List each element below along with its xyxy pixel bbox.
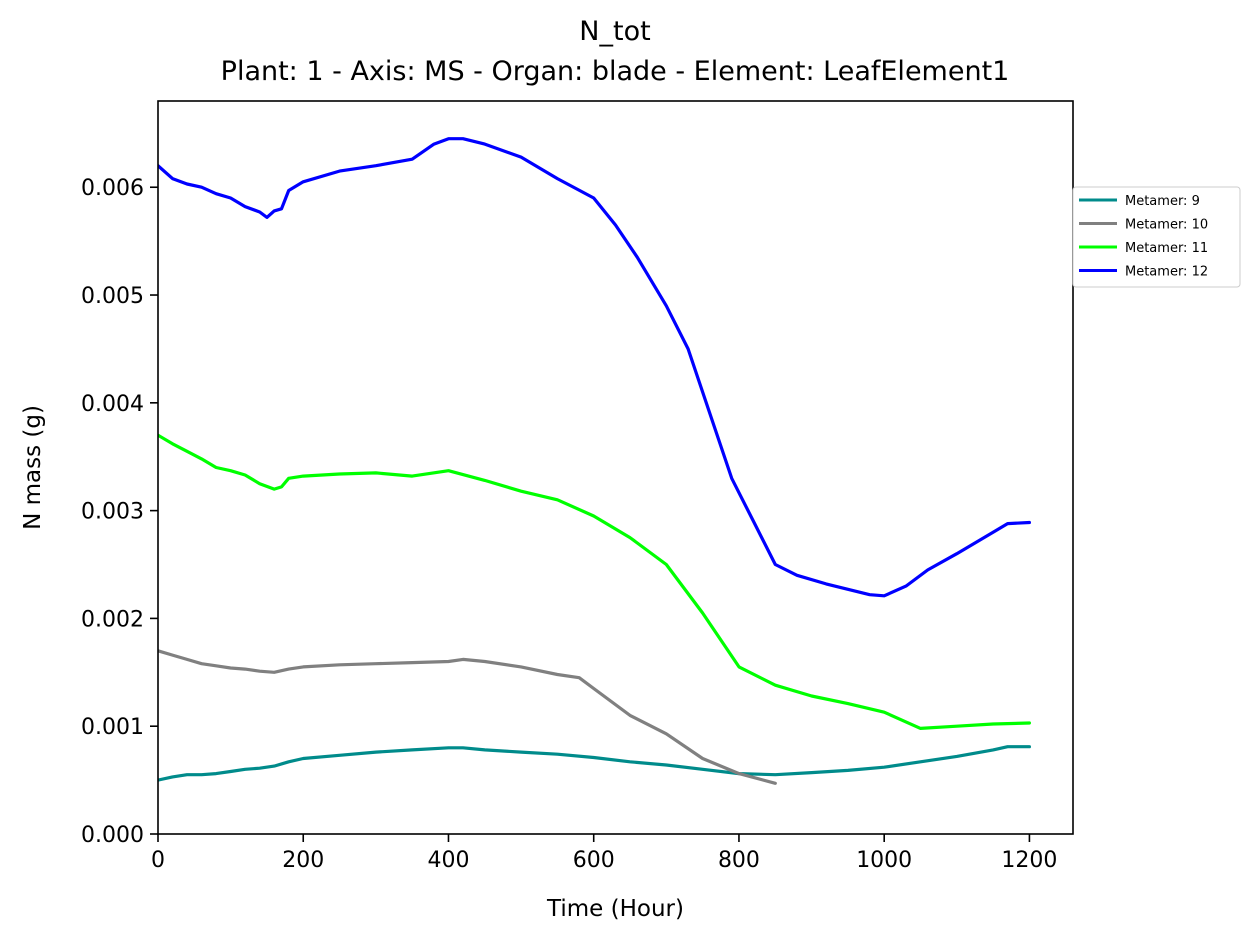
- legend-label: Metamer: 11: [1125, 241, 1208, 256]
- y-axis-label: N mass (g): [20, 405, 46, 530]
- chart-title: N_tot: [579, 16, 651, 47]
- series-line-metamer-9: [158, 745, 1032, 782]
- series-line-metamer-12: [158, 137, 1032, 598]
- x-tick-label: 200: [282, 848, 324, 873]
- x-tick-label: 1000: [856, 848, 912, 873]
- series-layer: [158, 137, 1032, 785]
- y-tick-label: 0.001: [81, 715, 144, 740]
- legend-label: Metamer: 10: [1125, 218, 1208, 233]
- y-tick-label: 0.002: [81, 607, 144, 632]
- x-tick-label: 800: [718, 848, 760, 873]
- series-line-metamer-10: [158, 649, 777, 785]
- y-tick-label: 0.006: [81, 176, 144, 201]
- y-tick-label: 0.004: [81, 392, 144, 417]
- x-tick-label: 0: [151, 848, 165, 873]
- x-tick-label: 400: [427, 848, 469, 873]
- plot-frame: [157, 100, 1074, 835]
- series-line-metamer-11: [158, 433, 1032, 731]
- y-tick-label: 0.003: [81, 500, 144, 525]
- y-tick-label: 0.005: [81, 284, 144, 309]
- y-axis: 0.000 0.001 0.002 0.003 0.004 0.005 0.006: [81, 176, 158, 848]
- x-tick-label: 1200: [1001, 848, 1057, 873]
- x-axis: 0 200 400 600 800 1000 1200: [151, 834, 1057, 873]
- legend-label: Metamer: 9: [1125, 194, 1200, 209]
- chart-subtitle: Plant: 1 - Axis: MS - Organ: blade - Ele…: [220, 56, 1010, 87]
- legend-box: [1072, 186, 1241, 288]
- y-tick-label: 0.000: [81, 823, 144, 848]
- legend-label: Metamer: 12: [1125, 265, 1208, 280]
- x-tick-label: 600: [573, 848, 615, 873]
- x-axis-label: Time (Hour): [546, 896, 684, 922]
- legend: Metamer: 9 Metamer: 10 Metamer: 11 Metamer:…: [1072, 186, 1241, 288]
